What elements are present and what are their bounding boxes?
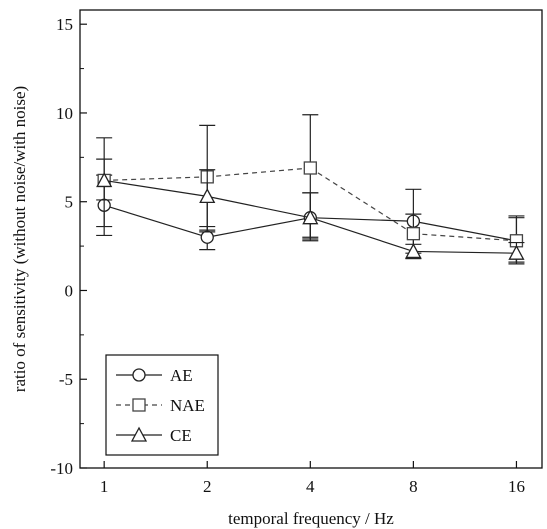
x-axis-title: temporal frequency / Hz — [228, 509, 394, 528]
x-tick-label: 16 — [508, 477, 525, 496]
y-tick-label: 10 — [56, 104, 73, 123]
y-axis-title: ratio of sensitivity (without noise/with… — [10, 86, 29, 392]
series-line-segment — [207, 217, 311, 238]
series-line-segment — [207, 167, 311, 178]
legend-label: NAE — [170, 396, 205, 415]
y-tick-label: -10 — [50, 459, 73, 478]
x-tick-label: 2 — [203, 477, 212, 496]
series-line-segment — [103, 204, 208, 238]
legend: AE NAE CE — [105, 354, 219, 456]
x-tick-label: 8 — [409, 477, 418, 496]
legend-marker-triangle — [130, 426, 148, 442]
series-line-segment — [309, 167, 414, 235]
legend-item: CE — [116, 426, 192, 445]
data-point-circle — [200, 230, 214, 244]
series-group — [96, 114, 525, 265]
x-tick-label: 4 — [306, 477, 315, 496]
plot-frame-group: -10 -5 0 5 10 15 1 2 4 8 16 — [50, 9, 543, 496]
data-point-triangle — [199, 188, 216, 204]
legend-item: NAE — [116, 396, 205, 415]
series-line-segment — [310, 217, 414, 252]
data-point-triangle — [302, 209, 319, 225]
series-ce — [96, 158, 525, 265]
series-line-segment — [413, 233, 517, 242]
legend-label: AE — [170, 366, 193, 385]
x-tick-label: 1 — [100, 477, 109, 496]
series-line-segment — [310, 217, 414, 222]
y-tick-label: 5 — [65, 193, 74, 212]
legend-marker-circle — [132, 368, 146, 382]
data-point-triangle — [96, 172, 113, 188]
legend-label: CE — [170, 426, 192, 445]
data-point-triangle — [508, 244, 525, 260]
y-tick-label: 0 — [65, 281, 74, 300]
y-tick-label: 15 — [56, 15, 73, 34]
legend-marker-square — [132, 398, 146, 412]
y-tick-label: -5 — [59, 370, 73, 389]
data-point-square — [406, 227, 421, 241]
series-line-segment — [104, 179, 208, 197]
plot-frame — [79, 9, 543, 469]
data-point-square — [303, 161, 317, 175]
legend-item: AE — [116, 366, 193, 385]
series-line-segment — [413, 220, 517, 242]
series-line-segment — [207, 195, 311, 219]
series-line-segment — [413, 250, 517, 254]
data-point-triangle — [405, 243, 422, 259]
series-line-segment — [104, 176, 208, 182]
